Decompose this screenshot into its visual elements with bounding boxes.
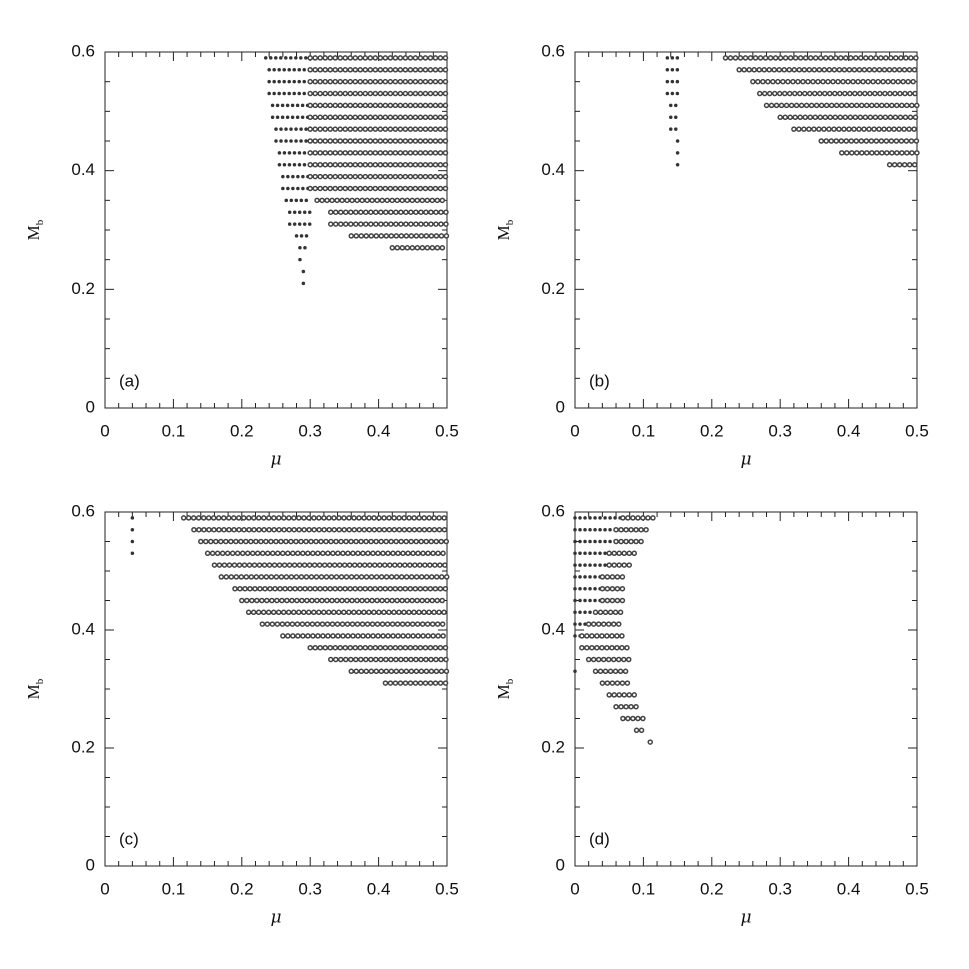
x-tick-label: 0.3 [298,421,322,440]
x-axis-label: μ [270,908,281,928]
panel: 0 0.1 0.2 0.3 0.4 0.5 0 0.2 0.4 0.6 μ Mb (c) [24,501,459,927]
panel-label: (d) [589,829,610,848]
panel-label: (b) [589,371,610,390]
x-tick-label: 0.2 [700,421,724,440]
y-axis-label: Mb [494,219,516,240]
y-axis-label-sub: b [504,219,516,225]
x-axis-label: μ [740,450,751,470]
y-tick-label: 0.6 [71,501,95,520]
x-tick-label: 0.4 [837,421,861,440]
y-axis-label-sub: b [504,678,516,684]
y-tick-label: 0.4 [541,160,565,179]
y-axis-label-sub: b [34,219,46,225]
y-axis-label: Mb [24,219,46,240]
x-tick-label: 0.1 [632,879,656,898]
y-tick-label: 0.6 [541,501,565,520]
x-axis-label: μ [270,450,281,470]
x-tick-label: 0.5 [435,879,459,898]
y-tick-label: 0.4 [541,619,565,638]
x-tick-label: 0 [570,421,579,440]
x-tick-label: 0 [570,879,579,898]
x-tick-label: 0.2 [700,879,724,898]
y-tick-label: 0 [86,855,95,874]
panel: 0 0.1 0.2 0.3 0.4 0.5 0 0.2 0.4 0.6 μ Mb (b) [494,41,929,469]
x-tick-label: 0.1 [162,879,186,898]
x-tick-label: 0.1 [632,421,656,440]
x-tick-label: 0.5 [905,879,929,898]
x-tick-label: 0 [100,879,109,898]
y-tick-label: 0.2 [71,279,95,298]
x-tick-label: 0 [100,421,109,440]
y-axis-label: Mb [24,678,46,699]
y-tick-label: 0.2 [541,279,565,298]
y-axis-label-main: M [494,225,513,240]
y-axis-label-main: M [494,684,513,699]
panel: 0 0.1 0.2 0.3 0.4 0.5 0 0.2 0.4 0.6 μ Mb (a) [24,41,459,469]
x-axis-label: μ [740,908,751,928]
y-tick-label: 0 [86,397,95,416]
x-tick-label: 0.3 [298,879,322,898]
x-tick-label: 0.5 [905,421,929,440]
y-tick-label: 0.4 [71,619,95,638]
y-tick-label: 0.4 [71,160,95,179]
y-axis-label-main: M [24,225,43,240]
y-tick-label: 0.6 [71,41,95,60]
x-tick-label: 0.1 [162,421,186,440]
panel-label: (c) [119,829,139,848]
x-tick-label: 0.2 [230,421,254,440]
x-tick-label: 0.4 [367,879,391,898]
panel: 0 0.1 0.2 0.3 0.4 0.5 0 0.2 0.4 0.6 μ Mb (d) [494,501,929,927]
y-tick-label: 0.2 [71,737,95,756]
panel-label: (a) [119,371,140,390]
y-tick-label: 0.6 [541,41,565,60]
y-axis-label-main: M [24,684,43,699]
x-tick-label: 0.4 [837,879,861,898]
y-axis-label-sub: b [34,678,46,684]
y-axis-label: Mb [494,678,516,699]
x-tick-label: 0.3 [768,879,792,898]
x-tick-label: 0.4 [367,421,391,440]
x-tick-label: 0.5 [435,421,459,440]
x-tick-label: 0.2 [230,879,254,898]
y-tick-label: 0.2 [541,737,565,756]
x-tick-label: 0.3 [768,421,792,440]
y-tick-label: 0 [556,397,565,416]
y-tick-label: 0 [556,855,565,874]
